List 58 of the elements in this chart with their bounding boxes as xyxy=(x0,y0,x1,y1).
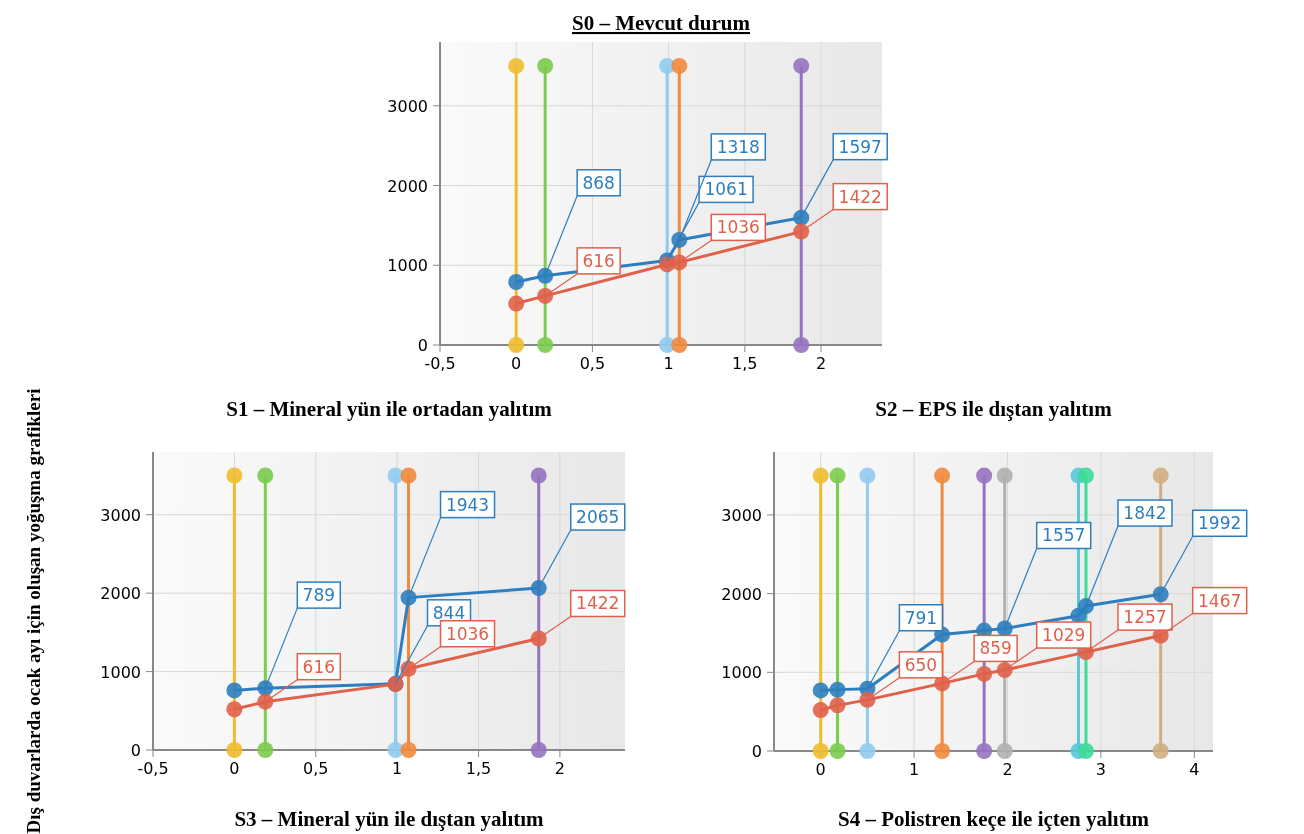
data-label: 1467 xyxy=(1198,590,1242,611)
data-label: 650 xyxy=(904,654,938,675)
x-tick-label: 1,5 xyxy=(465,759,492,778)
chart-title: S0 – Mevcut durum xyxy=(572,11,751,35)
chart-title: S1 – Mineral yün ile ortadan yalıtım xyxy=(226,397,553,421)
data-label: 1036 xyxy=(716,217,760,238)
y-tick-label: 0 xyxy=(417,336,428,355)
data-label: 1257 xyxy=(1123,607,1167,628)
x-tick-label: 0,5 xyxy=(579,354,606,373)
y-tick-label: 1000 xyxy=(387,256,428,276)
text: S4 – Polistren keçe ile içten yalıtım xyxy=(837,807,1150,831)
x-tick-label: 3 xyxy=(1095,760,1107,779)
data-label: 1842 xyxy=(1123,503,1167,524)
y-tick-label: 3000 xyxy=(100,505,141,525)
data-label: 791 xyxy=(904,607,938,628)
x-tick-label: 0,5 xyxy=(303,759,329,778)
data-label: 616 xyxy=(582,250,615,271)
x-tick-label: 1 xyxy=(663,354,674,373)
x-tick-label: 2 xyxy=(1002,760,1013,779)
x-tick-label: 2 xyxy=(815,354,827,373)
data-label: 1943 xyxy=(445,494,490,515)
x-tick-label: 0 xyxy=(815,760,826,779)
data-label: 1029 xyxy=(1042,625,1086,646)
x-tick-label: -0,5 xyxy=(424,354,456,373)
data-label: 1318 xyxy=(716,136,760,157)
x-tick-label: 1 xyxy=(392,759,403,778)
data-label: 868 xyxy=(582,172,615,193)
data-label: 859 xyxy=(979,638,1012,659)
data-label: 1992 xyxy=(1198,513,1242,534)
x-tick-label: 0 xyxy=(511,354,522,373)
data-label: 1036 xyxy=(445,623,490,644)
data-label: 2065 xyxy=(576,507,620,528)
y-tick-label: 3000 xyxy=(721,505,762,525)
y-axis-title: Dış duvarlarda ocak ayı için oluşan yoğuşma grafikleri xyxy=(23,388,44,834)
y-tick-label: 1000 xyxy=(100,662,141,682)
x-tick-label: 1,5 xyxy=(732,354,758,373)
data-label: 789 xyxy=(302,585,336,606)
x-tick-label: -0,5 xyxy=(137,759,169,778)
y-tick-label: 2000 xyxy=(721,584,762,604)
data-label: 1597 xyxy=(838,136,882,157)
data-label: 844 xyxy=(432,602,466,623)
y-tick-label: 3000 xyxy=(387,96,428,116)
y-tick-label: 0 xyxy=(130,741,141,760)
data-label: 616 xyxy=(302,656,336,677)
chart-title: S2 – EPS ile dıştan yalıtım xyxy=(875,397,1113,421)
y-tick-label: 0 xyxy=(751,742,762,761)
y-tick-label: 2000 xyxy=(387,176,428,196)
x-tick-label: 0 xyxy=(229,759,240,778)
x-tick-label: 1 xyxy=(909,760,920,779)
data-label: 1061 xyxy=(704,179,748,200)
y-tick-label: 2000 xyxy=(100,584,141,604)
data-label: 1422 xyxy=(838,186,882,207)
data-label: 1557 xyxy=(1042,525,1086,546)
text: S3 – Mineral yün ile dıştan yalıtım xyxy=(234,807,545,831)
x-tick-label: 4 xyxy=(1189,760,1200,779)
data-label: 1422 xyxy=(576,593,620,614)
x-tick-label: 2 xyxy=(554,759,565,778)
y-tick-label: 1000 xyxy=(721,663,762,683)
